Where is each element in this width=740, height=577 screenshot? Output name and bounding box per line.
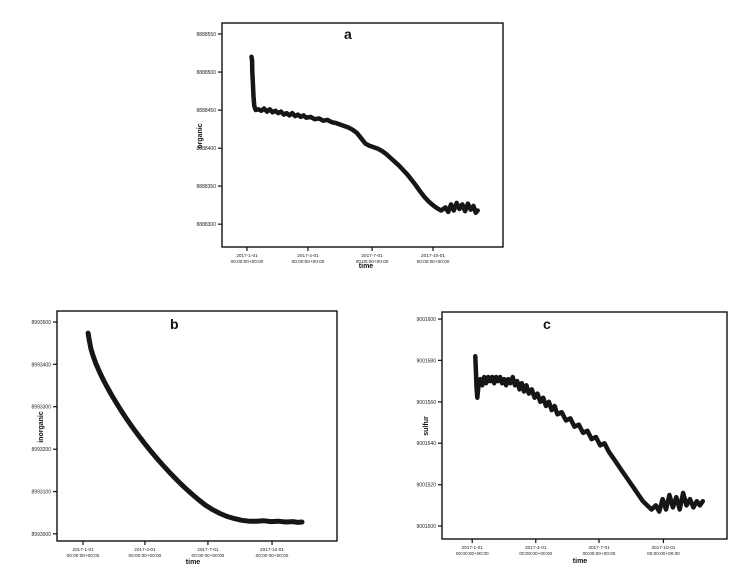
plot-c-y-tick-label: 9001600 [417, 317, 437, 323]
panel-b-y-axis-label: inorganic [38, 411, 45, 443]
plot-a-series-line [249, 54, 480, 215]
plot-b-x-tick-label-time: 00:00:00+00:00 [129, 553, 162, 558]
plot-a-x-tick-label-date: 2017-1-01 [236, 253, 258, 258]
plot-c-x-tick-label-date: 2017-7-01 [588, 545, 610, 550]
plot-a-y-tick-label: 8888400 [197, 146, 217, 152]
panel-c-y-axis-label: sulfur [423, 416, 430, 436]
plot-b-frame [56, 310, 338, 542]
panel-a-title: a [344, 26, 353, 42]
panel-b-x-axis-label: time [185, 559, 201, 566]
plot-b-y-tick-label: 8993300 [32, 405, 52, 411]
plot-b-x-tick-label-date: 2017-4-01 [134, 547, 156, 552]
plot-c-y-tick-label: 9001580 [417, 358, 437, 364]
panel-c-x-axis-label: time [572, 558, 588, 565]
plot-b-x-tick-label-time: 00:00:00+00:00 [192, 553, 225, 558]
plot-c-y-tick-label: 9001540 [417, 441, 437, 447]
plot-a-x-tick-label-time: 00:00:00+00:00 [292, 259, 325, 264]
plot-b-y-tick-label: 8993400 [32, 362, 52, 368]
plot-a-x-tick-label-date: 2017-10-01 [421, 253, 445, 258]
plot-b-y-tick-label: 8993000 [32, 532, 52, 538]
plot-c-y-tick-label: 9001520 [417, 483, 437, 489]
plot-c-y-tick-label: 9001560 [417, 400, 437, 406]
plot-a-y-tick-label: 8888550 [197, 32, 217, 38]
plot-c-x-tick-label-time: 00:00:00+00:00 [519, 551, 552, 556]
plot-c-x-tick-label-time: 00:00:00+00:00 [456, 551, 489, 556]
plot-b-y-tick-label: 8993500 [32, 320, 52, 326]
plot-a-y-tick-label: 8888350 [197, 184, 217, 190]
plot-c-frame [441, 311, 728, 540]
plot-b-x-tick-label-date: 2017-7-01 [197, 547, 219, 552]
panel-a-y-axis-label: organic [197, 123, 204, 149]
plot-c-x-tick-label-time: 00:00:00+00:00 [583, 551, 616, 556]
plot-a-x-tick-label-time: 00:00:00+00:00 [231, 259, 264, 264]
plot-b-x-tick-label-date: 2017-10-01 [260, 547, 284, 552]
plot-a-y-tick-label: 8888450 [197, 108, 217, 114]
plot-a-y-tick-label: 8888300 [197, 222, 217, 228]
plot-b-y-tick-label: 8993100 [32, 490, 52, 496]
plot-b-series-line [85, 330, 305, 525]
plot-c-x-tick-label-time: 00:00:00+00:00 [647, 551, 680, 556]
plot-a-y-tick-label: 8888500 [197, 70, 217, 76]
plot-c-x-tick-label-date: 2017-4-01 [525, 545, 547, 550]
plot-c-x-tick-label-date: 2017-10-01 [651, 545, 675, 550]
plot-a-x-tick-label-date: 2017-4-01 [297, 253, 319, 258]
plot-b-x-tick-label-date: 2017-1-01 [72, 547, 94, 552]
plot-b-y-tick-label: 8993200 [32, 447, 52, 453]
panel-a-x-axis-label: time [358, 263, 374, 270]
panel-b-title: b [170, 316, 180, 332]
plot-c-y-tick-label: 9001500 [417, 524, 437, 530]
plot-c-series-line [473, 354, 706, 514]
plot-c-x-tick-label-date: 2017-1-01 [462, 545, 484, 550]
plot-b-x-tick-label-time: 00:00:00+00:00 [67, 553, 100, 558]
plot-a-x-tick-label-time: 00:00:00+00:00 [417, 259, 450, 264]
plot-b-x-tick-label-time: 00:00:00+00:00 [256, 553, 289, 558]
plot-a-x-tick-label-date: 2017-7-01 [361, 253, 383, 258]
plot-a-frame [221, 22, 504, 248]
plot-a-x-tick-label-time: 00:00:00+00:00 [356, 259, 389, 264]
panel-c-title: c [543, 316, 552, 332]
